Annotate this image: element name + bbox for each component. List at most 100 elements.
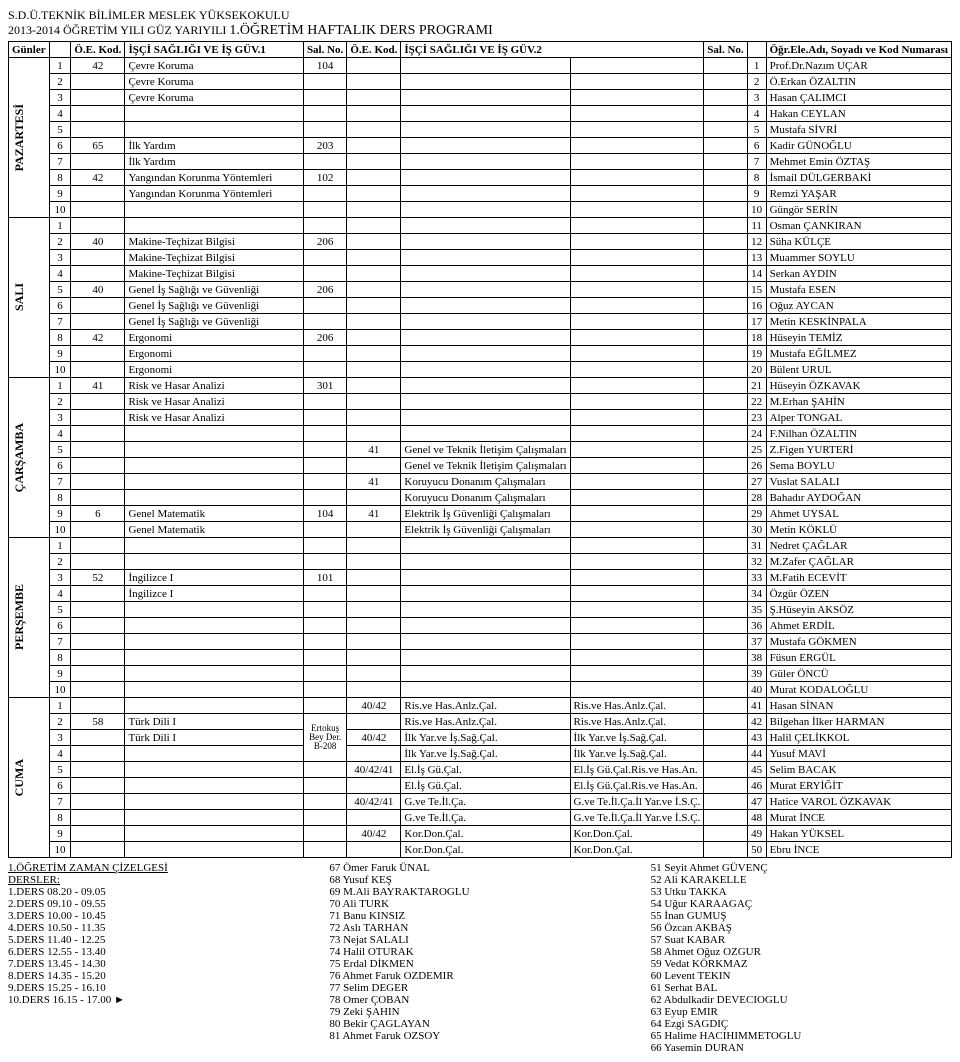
- course2-cell: [401, 298, 570, 314]
- sal1-cell: [303, 698, 346, 714]
- footer-left-heading-a: 1.ÖĞRETİM ZAMAN ÇİZELGESİ: [8, 862, 309, 874]
- slot-cell: 1: [49, 58, 71, 74]
- course2b-cell: [570, 506, 704, 522]
- kod2-cell: [347, 618, 401, 634]
- kod1-cell: [71, 346, 125, 362]
- sal1-cell: [303, 314, 346, 330]
- course1-cell: Genel Matematik: [125, 522, 304, 538]
- slot-cell: 9: [49, 346, 71, 362]
- staff-idx-cell: 36: [747, 618, 766, 634]
- kod1-cell: [71, 538, 125, 554]
- staff-idx-cell: 39: [747, 666, 766, 682]
- staff-name-cell: Metin KÖKLÜ: [766, 522, 951, 538]
- staff-name-cell: Mustafa GÖKMEN: [766, 634, 951, 650]
- kod1-cell: 42: [71, 170, 125, 186]
- course2b-cell: [570, 602, 704, 618]
- kod2-cell: [347, 346, 401, 362]
- slot-cell: 4: [49, 266, 71, 282]
- table-row: 838Füsun ERGÜL: [9, 650, 952, 666]
- slot-cell: 1: [49, 698, 71, 714]
- staff-idx-cell: 20: [747, 362, 766, 378]
- sal2-cell: [704, 122, 747, 138]
- kod1-cell: 52: [71, 570, 125, 586]
- staff-idx-cell: 7: [747, 154, 766, 170]
- slot-cell: 7: [49, 634, 71, 650]
- table-row: 1010Güngör SERİN: [9, 202, 952, 218]
- staff-name-cell: Metin KESKİNPALA: [766, 314, 951, 330]
- slot-cell: 9: [49, 666, 71, 682]
- staff-name-cell: Murat ERYİĞİT: [766, 778, 951, 794]
- course2-cell: [401, 410, 570, 426]
- hdr-sal1: Sal. No.: [303, 42, 346, 58]
- kod2-cell: [347, 122, 401, 138]
- course2-cell: [401, 394, 570, 410]
- sal2-cell: [704, 570, 747, 586]
- footer-line: 1.DERS 08.20 - 09.05: [8, 886, 309, 898]
- course1-cell: [125, 650, 304, 666]
- slot-cell: 2: [49, 394, 71, 410]
- kod2-cell: [347, 250, 401, 266]
- kod2-cell: [347, 842, 401, 858]
- kod2-cell: [347, 586, 401, 602]
- kod1-cell: [71, 394, 125, 410]
- course2-cell: İlk Yar.ve İş.Sağ.Çal.: [401, 730, 570, 746]
- staff-name-cell: Yusuf MAVİ: [766, 746, 951, 762]
- course2-cell: İlk Yar.ve İş.Sağ.Çal.: [401, 746, 570, 762]
- staff-name-cell: M.Erhan ŞAHİN: [766, 394, 951, 410]
- sal2-cell: [704, 250, 747, 266]
- slot-cell: 9: [49, 506, 71, 522]
- table-row: 352İngilizce I10133M.Fatih ECEVİT: [9, 570, 952, 586]
- staff-name-cell: Ahmet UYSAL: [766, 506, 951, 522]
- slot-cell: 2: [49, 714, 71, 730]
- staff-name-cell: Serkan AYDIN: [766, 266, 951, 282]
- staff-idx-cell: 12: [747, 234, 766, 250]
- course1-cell: Çevre Koruma: [125, 90, 304, 106]
- course2-cell: Ris.ve Has.Anlz.Çal.: [401, 714, 570, 730]
- course2-cell: [401, 58, 570, 74]
- sal2-cell: [704, 826, 747, 842]
- table-row: 2Risk ve Hasar Analizi22M.Erhan ŞAHİN: [9, 394, 952, 410]
- kod1-cell: 41: [71, 378, 125, 394]
- day-cell: ÇARŞAMBA: [9, 378, 50, 538]
- sal1-cell: [303, 794, 346, 810]
- staff-idx-cell: 10: [747, 202, 766, 218]
- course2b-cell: [570, 522, 704, 538]
- staff-name-cell: Hüseyin TEMİZ: [766, 330, 951, 346]
- course1-cell: [125, 746, 304, 762]
- table-row: 6El.İş Gü.Çal.El.İş Gü.Çal.Ris.ve Has.An…: [9, 778, 952, 794]
- staff-idx-cell: 11: [747, 218, 766, 234]
- course2b-cell: [570, 202, 704, 218]
- staff-name-cell: Murat KODALOĞLU: [766, 682, 951, 698]
- footer-line: 52 Ali KARAKELLE: [651, 874, 952, 886]
- course2b-cell: [570, 282, 704, 298]
- day-cell: CUMA: [9, 698, 50, 858]
- kod2-cell: 40/42: [347, 698, 401, 714]
- slot-cell: 5: [49, 762, 71, 778]
- footer-line: 5.DERS 11.40 - 12.25: [8, 934, 309, 946]
- course1-cell: Türk Dili I: [125, 730, 304, 746]
- sal1-cell: 206: [303, 282, 346, 298]
- slot-cell: 1: [49, 378, 71, 394]
- slot-cell: 6: [49, 778, 71, 794]
- kod2-cell: [347, 634, 401, 650]
- staff-name-cell: Süha KÜLÇE: [766, 234, 951, 250]
- sal1-cell: [303, 394, 346, 410]
- slot-cell: 4: [49, 426, 71, 442]
- sal1-cell: [303, 202, 346, 218]
- slot-cell: 7: [49, 794, 71, 810]
- table-row: SALI111Osman ÇANKIRAN: [9, 218, 952, 234]
- kod2-cell: [347, 490, 401, 506]
- slot-cell: 4: [49, 106, 71, 122]
- course1-cell: Risk ve Hasar Analizi: [125, 394, 304, 410]
- course2b-cell: Ris.ve Has.Anlz.Çal.: [570, 698, 704, 714]
- kod1-cell: 40: [71, 282, 125, 298]
- sal1-cell: 101: [303, 570, 346, 586]
- kod2-cell: [347, 234, 401, 250]
- sal2-cell: [704, 138, 747, 154]
- staff-idx-cell: 44: [747, 746, 766, 762]
- slot-cell: 8: [49, 490, 71, 506]
- staff-name-cell: Hüseyin ÖZKAVAK: [766, 378, 951, 394]
- kod1-cell: [71, 682, 125, 698]
- table-row: 940/42Kor.Don.Çal.Kor.Don.Çal.49Hakan YÜ…: [9, 826, 952, 842]
- staff-name-cell: Özgür ÖZEN: [766, 586, 951, 602]
